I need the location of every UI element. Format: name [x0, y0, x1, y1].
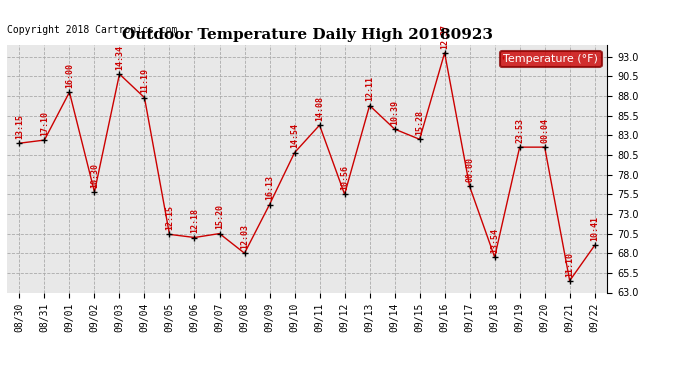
Text: Copyright 2018 Cartronics.com: Copyright 2018 Cartronics.com [7, 25, 177, 35]
Text: 12:15: 12:15 [165, 205, 174, 230]
Text: 12:11: 12:11 [365, 76, 374, 101]
Text: 23:53: 23:53 [515, 118, 524, 143]
Text: 13:15: 13:15 [15, 114, 24, 139]
Text: 17:10: 17:10 [40, 111, 49, 136]
Text: 16:00: 16:00 [65, 63, 74, 88]
Text: 11:19: 11:19 [140, 69, 149, 93]
Title: Outdoor Temperature Daily High 20180923: Outdoor Temperature Daily High 20180923 [121, 28, 493, 42]
Text: 12:37: 12:37 [440, 24, 449, 49]
Text: 10:39: 10:39 [390, 100, 399, 125]
Text: 14:08: 14:08 [315, 96, 324, 121]
Text: 10:56: 10:56 [340, 165, 349, 190]
Text: 10:41: 10:41 [590, 216, 599, 241]
Text: 12:03: 12:03 [240, 224, 249, 249]
Text: 00:00: 00:00 [465, 157, 474, 182]
Text: 12:18: 12:18 [190, 209, 199, 233]
Text: 13:54: 13:54 [490, 228, 499, 253]
Legend: Temperature (°F): Temperature (°F) [500, 51, 602, 67]
Text: 14:54: 14:54 [290, 123, 299, 148]
Text: 11:10: 11:10 [565, 252, 574, 276]
Text: 15:28: 15:28 [415, 110, 424, 135]
Text: 15:20: 15:20 [215, 204, 224, 230]
Text: 14:34: 14:34 [115, 45, 124, 70]
Text: 16:13: 16:13 [265, 176, 274, 200]
Text: 10:30: 10:30 [90, 163, 99, 188]
Text: 00:04: 00:04 [540, 118, 549, 143]
